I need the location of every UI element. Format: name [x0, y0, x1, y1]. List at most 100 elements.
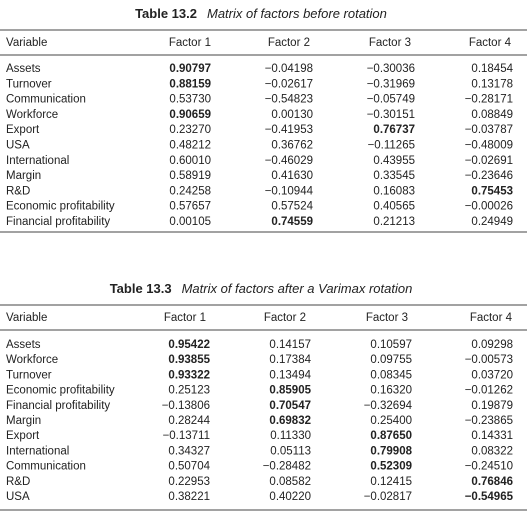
table-cell: −0.11265: [368, 140, 415, 152]
table-cell: 0.28244: [168, 415, 210, 427]
table-cell: −0.24510: [465, 461, 513, 473]
table-cell: 0.23270: [169, 124, 211, 136]
table-cell: −0.54965: [465, 491, 514, 503]
table-cell: 0.08345: [370, 369, 412, 381]
table-cell: 0.18454: [471, 63, 513, 75]
table-cell: 0.25123: [168, 385, 210, 397]
table-cell: 0.76737: [373, 124, 415, 136]
row-label: Communication: [6, 461, 86, 473]
table-cell: 0.60010: [169, 155, 211, 167]
column-header: Factor 2: [268, 37, 310, 49]
row-label: Workforce: [6, 109, 58, 121]
table-cell: −0.32694: [364, 400, 413, 412]
table-cell: 0.75453: [471, 185, 513, 197]
row-label: Turnover: [6, 78, 52, 90]
table-cell: 0.13494: [269, 369, 311, 381]
table-cell: −0.13711: [163, 430, 210, 442]
table-cell: 0.11330: [270, 430, 311, 442]
column-header: Factor 4: [469, 37, 512, 49]
caption-label: Table 13.3: [110, 281, 172, 296]
column-header: Factor 4: [470, 312, 513, 324]
table-cell: −0.01262: [465, 385, 513, 397]
table-cell: 0.22953: [168, 476, 210, 488]
table-cell: −0.30036: [367, 63, 415, 75]
table-cell: 0.74559: [271, 216, 313, 228]
table-cell: −0.00573: [465, 354, 513, 366]
table-cell: 0.95422: [168, 339, 210, 351]
table-cell: 0.05113: [270, 445, 311, 457]
table-cell: 0.34327: [168, 445, 210, 457]
row-label: Margin: [6, 415, 41, 427]
column-header: Variable: [6, 312, 47, 324]
row-label: International: [6, 445, 69, 457]
column-header: Factor 3: [369, 37, 411, 49]
table-cell: 0.70547: [269, 400, 311, 412]
caption-text: Matrix of factors before rotation: [207, 6, 387, 21]
row-label: Turnover: [6, 369, 52, 381]
table-cell: 0.24258: [169, 185, 211, 197]
row-label: R&D: [6, 185, 30, 197]
row-label: R&D: [6, 476, 30, 488]
row-label: USA: [6, 140, 30, 152]
table-cell: 0.52309: [370, 461, 412, 473]
table-cell: 0.00105: [169, 216, 211, 228]
row-label: Assets: [6, 63, 41, 75]
table-cell: 0.58919: [169, 170, 211, 182]
table-cell: −0.03787: [465, 124, 513, 136]
row-label: USA: [6, 491, 30, 503]
caption-text: Matrix of factors after a Varimax rotati…: [182, 281, 413, 296]
table-cell: 0.53730: [169, 94, 211, 106]
table-cell: 0.57657: [169, 201, 211, 213]
table-cell: 0.90797: [169, 63, 211, 75]
column-header: Variable: [6, 37, 47, 49]
table-cell: −0.10944: [265, 185, 314, 197]
table-cell: −0.28482: [263, 461, 311, 473]
table-cell: 0.85905: [269, 385, 311, 397]
row-label: Economic profitability: [6, 201, 115, 213]
table-cell: 0.16320: [370, 385, 412, 397]
table-cell: 0.50704: [168, 461, 210, 473]
table-cell: 0.48212: [169, 140, 211, 152]
table-cell: −0.05749: [367, 94, 415, 106]
column-header: Factor 3: [366, 312, 408, 324]
table-cell: 0.79908: [370, 445, 412, 457]
table-cell: −0.41953: [265, 124, 313, 136]
table-cell: −0.02617: [265, 78, 313, 90]
table-cell: −0.13806: [162, 400, 210, 412]
table-cell: 0.08849: [471, 109, 513, 121]
row-label: Economic profitability: [6, 385, 115, 397]
table-cell: 0.76846: [471, 476, 513, 488]
table-cell: 0.40220: [269, 491, 311, 503]
table-cell: −0.00026: [465, 201, 513, 213]
table-cell: 0.87650: [370, 430, 412, 442]
table-caption: Table 13.3 Matrix of factors after a Vari…: [110, 281, 413, 296]
row-label: Financial profitability: [6, 400, 110, 412]
table-cell: −0.23865: [465, 415, 513, 427]
row-label: International: [6, 155, 69, 167]
column-header: Factor 1: [169, 37, 211, 49]
table-caption: Table 13.2 Matrix of factors before rotat…: [135, 6, 387, 21]
table-cell: 0.43955: [373, 155, 415, 167]
table-cell: −0.48009: [465, 140, 513, 152]
table-cell: 0.09298: [471, 339, 513, 351]
table-cell: 0.33545: [373, 170, 415, 182]
table-cell: 0.41630: [271, 170, 313, 182]
row-label: Export: [6, 124, 40, 136]
column-header: Factor 1: [164, 312, 206, 324]
table-cell: 0.14157: [269, 339, 311, 351]
table-cell: −0.54823: [265, 94, 313, 106]
row-label: Communication: [6, 94, 86, 106]
table-cell: 0.93322: [168, 369, 210, 381]
table-cell: 0.25400: [370, 415, 412, 427]
table-cell: 0.10597: [370, 339, 412, 351]
table-cell: 0.08582: [269, 476, 311, 488]
table-cell: −0.31969: [367, 78, 415, 90]
row-label: Workforce: [6, 354, 58, 366]
row-label: Financial profitability: [6, 216, 110, 228]
table-cell: −0.02817: [364, 491, 412, 503]
table-cell: 0.40565: [373, 201, 415, 213]
table-cell: 0.19879: [471, 400, 513, 412]
table-cell: 0.14331: [471, 430, 513, 442]
caption-label: Table 13.2: [135, 6, 197, 21]
